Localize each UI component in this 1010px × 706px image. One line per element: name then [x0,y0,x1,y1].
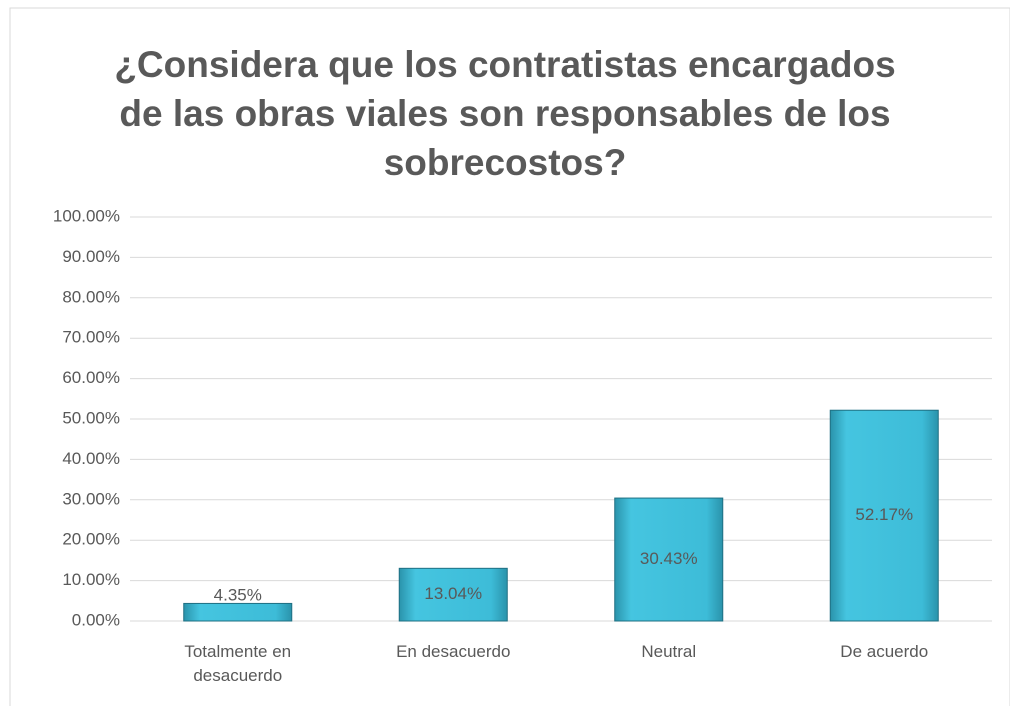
y-tick-label: 70.00% [62,328,120,347]
data-label: 13.04% [424,584,482,603]
chart-title: ¿Considera que los contratistas encargad… [114,44,896,183]
y-tick-label: 50.00% [62,408,120,427]
bar [829,409,939,622]
y-tick-label: 80.00% [62,287,120,306]
x-tick-label: En desacuerdo [396,642,511,661]
data-label: 4.35% [214,585,262,604]
y-tick-label: 100.00% [53,206,120,225]
y-tick-label: 30.00% [62,489,120,508]
data-label: 30.43% [640,549,698,568]
chart-frame [9,7,1010,706]
y-tick-label: 0.00% [72,610,120,629]
y-tick-label: 90.00% [62,247,120,266]
x-tick-label: De acuerdo [840,642,929,661]
y-tick-label: 20.00% [62,530,120,549]
y-tick-label: 10.00% [62,570,120,589]
bar [183,602,293,622]
y-tick-label: 40.00% [62,449,120,468]
bar [398,567,508,622]
bar [614,497,724,622]
data-label: 52.17% [855,505,913,524]
x-tick-label: Neutral [641,642,697,661]
y-tick-label: 60.00% [62,368,120,387]
x-tick-label: Totalmente en desacuerdo [184,642,292,685]
